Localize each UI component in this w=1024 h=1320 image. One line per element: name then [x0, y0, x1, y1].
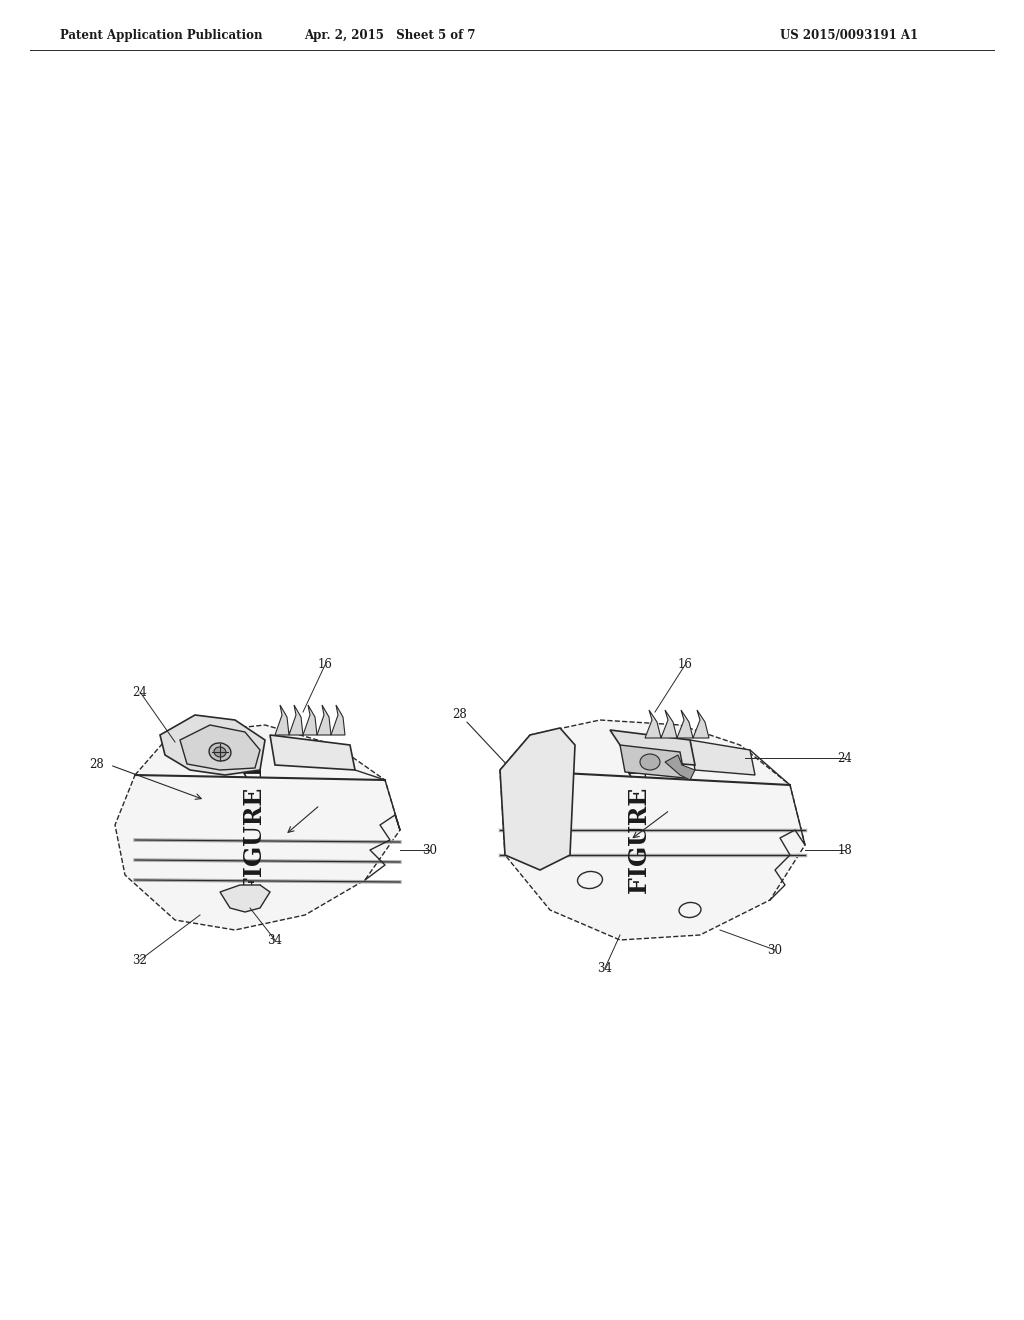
Polygon shape	[180, 725, 260, 770]
Text: 30: 30	[768, 944, 782, 957]
Polygon shape	[665, 755, 695, 780]
Text: 16: 16	[317, 659, 333, 672]
Text: 28: 28	[90, 759, 104, 771]
Polygon shape	[160, 715, 265, 775]
Ellipse shape	[214, 747, 226, 758]
Polygon shape	[317, 705, 331, 735]
Text: 32: 32	[132, 953, 147, 966]
Text: 34: 34	[267, 933, 283, 946]
Polygon shape	[500, 729, 575, 870]
Text: 18: 18	[838, 843, 852, 857]
Polygon shape	[220, 884, 270, 912]
Text: 24: 24	[132, 685, 147, 698]
Text: US 2015/0093191 A1: US 2015/0093191 A1	[780, 29, 919, 41]
Polygon shape	[677, 710, 693, 738]
Polygon shape	[610, 730, 695, 766]
Text: 34: 34	[597, 961, 612, 974]
Polygon shape	[500, 719, 805, 940]
Polygon shape	[303, 705, 317, 735]
Polygon shape	[275, 705, 289, 735]
Ellipse shape	[209, 743, 231, 762]
Polygon shape	[289, 705, 303, 735]
Text: FIGURE 11: FIGURE 11	[243, 746, 267, 894]
Text: 16: 16	[678, 659, 692, 672]
Polygon shape	[662, 710, 677, 738]
Polygon shape	[693, 710, 709, 738]
Polygon shape	[270, 735, 355, 770]
Polygon shape	[331, 705, 345, 735]
Text: 28: 28	[453, 709, 467, 722]
Polygon shape	[690, 741, 755, 775]
Text: 24: 24	[838, 751, 852, 764]
Polygon shape	[620, 744, 685, 777]
Text: Patent Application Publication: Patent Application Publication	[60, 29, 262, 41]
Text: 30: 30	[423, 843, 437, 857]
Polygon shape	[115, 725, 400, 931]
Polygon shape	[645, 710, 662, 738]
Text: FIGURE 12: FIGURE 12	[628, 746, 652, 894]
Ellipse shape	[640, 754, 660, 770]
Text: Apr. 2, 2015   Sheet 5 of 7: Apr. 2, 2015 Sheet 5 of 7	[304, 29, 476, 41]
